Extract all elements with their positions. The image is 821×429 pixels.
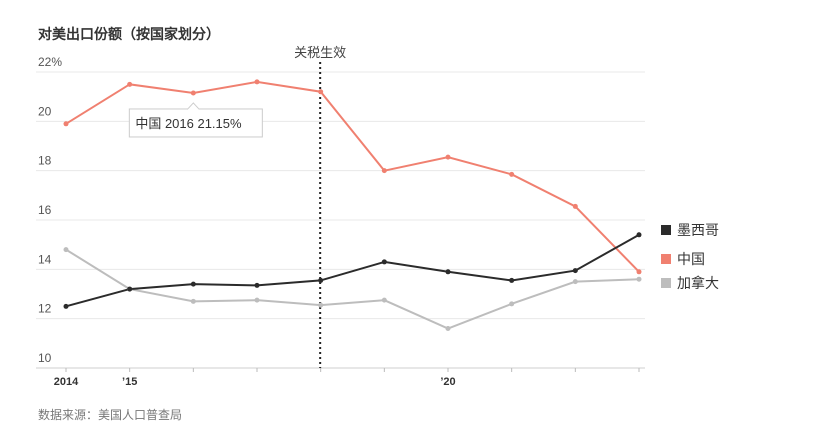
- data-point: [381, 168, 387, 174]
- y-tick-label: 14: [38, 252, 52, 266]
- data-point: [509, 301, 515, 307]
- series-points: [63, 79, 642, 332]
- x-axis: 2014 ’15 ’20: [54, 368, 640, 388]
- data-point: [318, 89, 324, 95]
- data-point: [63, 247, 69, 253]
- chart-title: 对美出口份额（按国家划分）: [38, 26, 220, 42]
- source-note: 数据来源：美国人口普查局: [38, 408, 183, 422]
- series-line-加拿大: [65, 248, 640, 330]
- data-point: [509, 171, 515, 177]
- data-point: [445, 326, 451, 332]
- tariff-label: 关税生效: [294, 45, 346, 60]
- data-point: [509, 277, 515, 283]
- tooltip-text: 中国 2016 21.15%: [135, 116, 242, 131]
- data-point: [445, 269, 451, 275]
- data-point: [636, 276, 642, 282]
- y-tick-label: 22%: [38, 55, 62, 69]
- x-tick-label: 2014: [54, 376, 79, 388]
- y-tick-label: 12: [38, 302, 52, 316]
- data-point: [63, 303, 69, 309]
- data-point: [636, 269, 642, 275]
- y-tick-label: 20: [38, 104, 52, 118]
- legend-label-中国: 中国: [677, 251, 705, 267]
- data-point: [572, 203, 578, 209]
- y-tick-label: 18: [38, 154, 52, 168]
- data-point: [318, 302, 324, 308]
- data-point: [254, 297, 260, 303]
- y-axis: 10 12 14 16 18 20 22%: [38, 55, 62, 365]
- data-point: [63, 121, 69, 127]
- data-point: [127, 286, 133, 292]
- legend-swatch-加拿大: [661, 278, 671, 288]
- data-point: [445, 154, 451, 160]
- x-tick-label: ’15: [122, 376, 137, 388]
- tooltip-pointer: [186, 102, 200, 110]
- legend-label-墨西哥: 墨西哥: [677, 222, 719, 238]
- legend-swatch-墨西哥: [661, 225, 671, 235]
- data-point: [381, 297, 387, 303]
- data-point: [572, 268, 578, 274]
- tooltip-box: [128, 108, 263, 138]
- data-point: [190, 281, 196, 287]
- data-point: [381, 259, 387, 265]
- grid-lines: [36, 71, 645, 369]
- y-tick-label: 16: [38, 203, 52, 217]
- data-point: [318, 277, 324, 283]
- x-tick-label: ’20: [440, 376, 455, 388]
- tariff-annotation: 关税生效: [294, 45, 346, 368]
- series-line-墨西哥: [65, 233, 640, 308]
- series-lines: [65, 80, 640, 330]
- data-point: [190, 90, 196, 96]
- data-point: [254, 79, 260, 85]
- series-line-中国: [65, 80, 640, 273]
- data-point: [254, 282, 260, 288]
- tooltip: 中国 2016 21.15%: [128, 102, 263, 138]
- data-point: [127, 81, 133, 87]
- data-point: [190, 298, 196, 304]
- y-tick-label: 10: [38, 351, 52, 365]
- data-point: [572, 279, 578, 285]
- data-point: [636, 232, 642, 238]
- legend-label-加拿大: 加拿大: [677, 275, 719, 291]
- legend-swatch-中国: [661, 254, 671, 264]
